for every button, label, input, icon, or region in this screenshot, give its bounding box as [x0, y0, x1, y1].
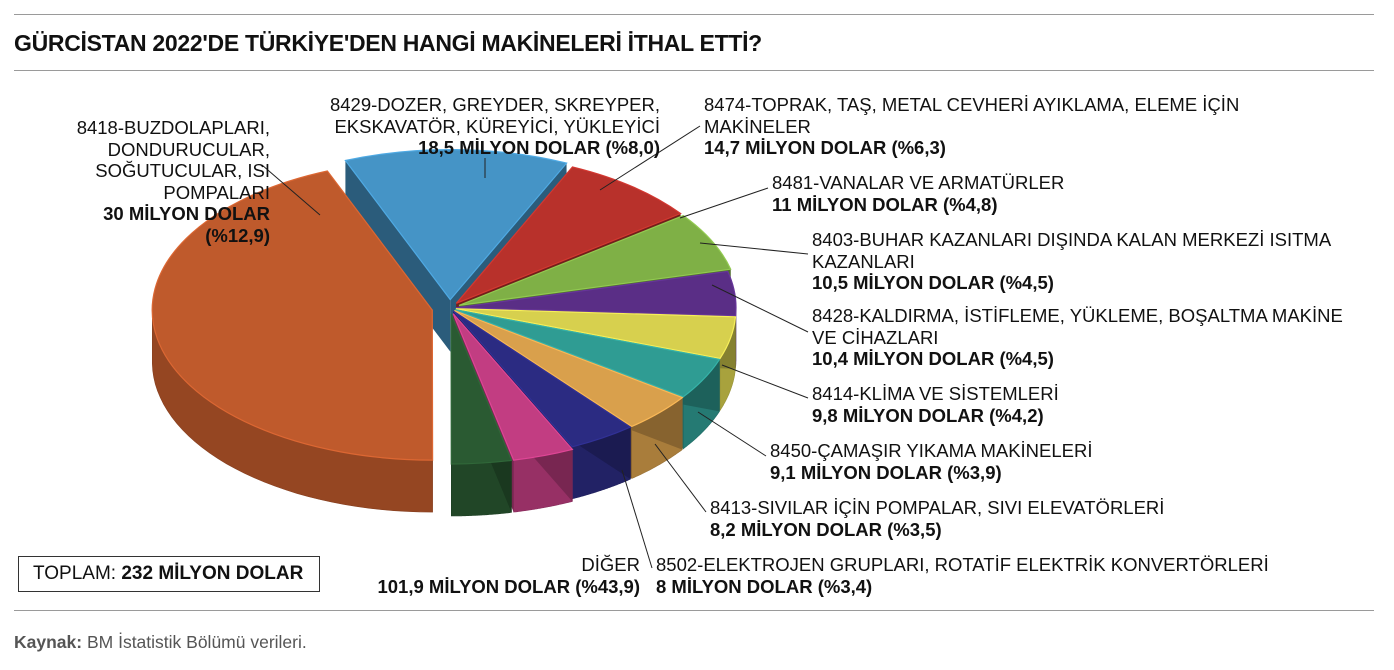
pie-tops	[151, 148, 737, 465]
chart-title: GÜRCİSTAN 2022'DE TÜRKİYE'DEN HANGİ MAKİ…	[14, 30, 762, 56]
pie-slice-8413	[452, 313, 574, 461]
leader-line-8450	[697, 411, 767, 457]
pie-slice-8474	[458, 214, 732, 306]
slice-label-8414: 8414-KLİMA VE SİSTEMLERİ 9,8 MİLYON DOLAR…	[812, 383, 1372, 426]
slice-name-line: DONDURUCULAR,	[107, 138, 270, 160]
slice-name-line: POMPALARI	[163, 181, 270, 203]
leader-line-8418	[261, 164, 321, 216]
slice-name-line: SOĞUTUCULAR, ISI	[95, 160, 270, 181]
source-text: BM İstatistik Bölümü verileri.	[86, 632, 307, 652]
leader-lines	[261, 125, 809, 569]
pie-slice-8450	[452, 310, 632, 448]
slice-label-8413: 8413-SIVILAR İÇİN POMPALAR, SIVI ELEVATÖ…	[710, 497, 1350, 540]
top-rule	[14, 14, 1374, 15]
slice-label-8418: 8418-BUZDOLAPLARI, DONDURUCULAR, SOĞUTUCUL…	[40, 117, 270, 246]
slice-name-line: DİĞER	[581, 554, 640, 575]
pie-slice-8418	[344, 148, 568, 301]
slice-name-line: MAKİNELER	[704, 115, 811, 137]
slice-name-line: 8428-KALDIRMA, İSTİFLEME, YÜKLEME, BOŞAL…	[812, 305, 1343, 326]
slice-name-line: 8413-SIVILAR İÇİN POMPALAR, SIVI ELEVATÖ…	[710, 497, 1165, 518]
source-label: Kaynak:	[14, 632, 83, 652]
total-value: 232 MİLYON DOLAR	[121, 563, 304, 584]
slice-value: 18,5 MİLYON DOLAR (%8,0)	[418, 137, 660, 158]
slice-name-line: 8450-ÇAMAŞIR YIKAMA MAKİNELERİ	[770, 440, 1093, 461]
slice-value: 10,5 MİLYON DOLAR (%4,5)	[812, 272, 1054, 293]
pie-slice-8403	[455, 308, 737, 360]
slice-label-diger: DİĞER 101,9 MİLYON DOLAR (%43,9)	[330, 554, 640, 597]
slice-name-line: 8474-TOPRAK, TAŞ, METAL CEVHERİ AYIKLAMA…	[704, 94, 1240, 115]
total-label: TOPLAM:	[33, 563, 117, 584]
pie-slice-8502	[450, 313, 513, 465]
slice-name-line: 8418-BUZDOLAPLARI,	[76, 117, 270, 138]
leader-line-8502	[621, 469, 653, 569]
slice-label-8481: 8481-VANALAR VE ARMATÜRLER 11 MİLYON DOLA…	[772, 172, 1332, 215]
slice-name-line: 8502-ELEKTROJEN GRUPLARI, ROTATİF ELEKTR…	[656, 554, 1269, 575]
slice-name-line: KAZANLARI	[812, 250, 915, 272]
pie-slice-8481	[455, 270, 737, 317]
slice-name-line: 8429-DOZER, GREYDER, SKREYPER,	[329, 94, 660, 115]
slice-value: 8 MİLYON DOLAR (%3,4)	[656, 575, 873, 597]
slice-value: 14,7 MİLYON DOLAR (%6,3)	[704, 137, 946, 158]
total-box: TOPLAM: 232 MİLYON DOLAR	[18, 556, 320, 592]
slice-name-line: 8481-VANALAR VE ARMATÜRLER	[772, 172, 1065, 193]
slice-value: 9,8 MİLYON DOLAR (%4,2)	[812, 404, 1044, 426]
slice-value: 9,1 MİLYON DOLAR (%3,9)	[770, 461, 1002, 483]
pie-slice-diger	[151, 170, 434, 461]
bottom-rule	[14, 610, 1374, 611]
slice-label-8429: 8429-DOZER, GREYDER, SKREYPER, EKSKAVATÖR…	[300, 94, 660, 159]
slice-label-8450: 8450-ÇAMAŞIR YIKAMA MAKİNELERİ 9,1 MİLYON…	[770, 440, 1370, 483]
slice-label-8428: 8428-KALDIRMA, İSTİFLEME, YÜKLEME, BOŞAL…	[812, 305, 1382, 370]
slice-name-line: EKSKAVATÖR, KÜREYİCİ, YÜKLEYİCİ	[334, 115, 660, 137]
source-note: Kaynak: BM İstatistik Bölümü verileri.	[14, 632, 307, 653]
slice-value: 10,4 MİLYON DOLAR (%4,5)	[812, 348, 1054, 369]
leader-line-8403	[699, 242, 809, 255]
slice-value: 30 MİLYON DOLAR	[103, 203, 270, 224]
pie-slice-8414	[454, 309, 684, 428]
slice-value: 8,2 MİLYON DOLAR (%3,5)	[710, 518, 942, 540]
slice-value: (%12,9)	[205, 224, 270, 246]
slice-value: 101,9 MİLYON DOLAR (%43,9)	[377, 575, 640, 597]
slice-label-8474: 8474-TOPRAK, TAŞ, METAL CEVHERİ AYIKLAMA…	[704, 94, 1344, 159]
title-rule	[14, 70, 1374, 71]
leader-line-8413	[654, 443, 707, 513]
slice-name-line: 8414-KLİMA VE SİSTEMLERİ	[812, 383, 1059, 404]
slice-label-8502: 8502-ELEKTROJEN GRUPLARI, ROTATİF ELEKTR…	[656, 554, 1376, 597]
leader-line-8474	[599, 125, 701, 191]
slice-label-8403: 8403-BUHAR KAZANLARI DIŞINDA KALAN MERKE…	[812, 229, 1372, 294]
leader-line-8481	[679, 187, 769, 219]
slice-value: 11 MİLYON DOLAR (%4,8)	[772, 193, 998, 215]
leader-line-8428	[711, 284, 809, 333]
leader-line-8414	[721, 364, 809, 399]
slice-name-line: VE CİHAZLARI	[812, 326, 939, 348]
pie-slice-8429	[455, 166, 682, 304]
slice-name-line: 8403-BUHAR KAZANLARI DIŞINDA KALAN MERKE…	[812, 229, 1332, 250]
pie-slice-8428	[455, 309, 721, 398]
